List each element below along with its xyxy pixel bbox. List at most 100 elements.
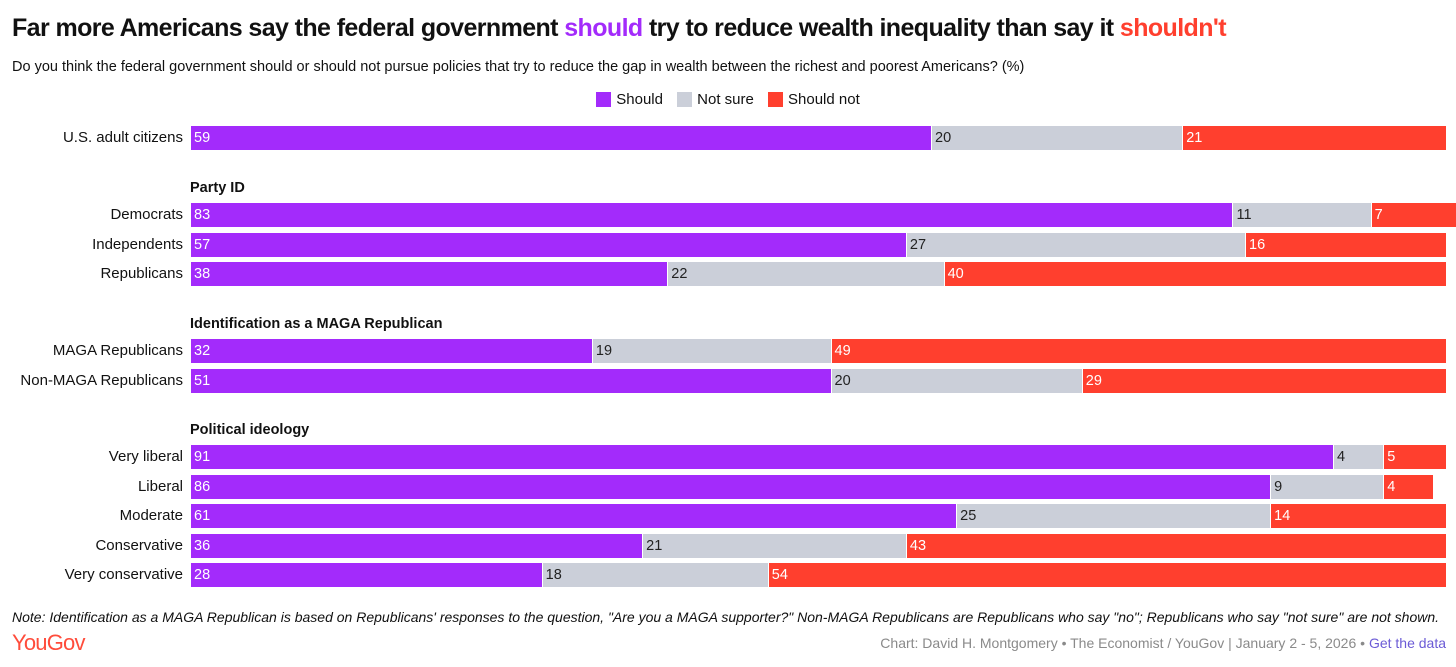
data-label-should: 38 [194, 266, 211, 283]
legend-swatch [677, 92, 693, 107]
row-label: Democrats [110, 206, 183, 223]
bar-should-not [1383, 474, 1434, 499]
bar-should [190, 203, 1233, 227]
data-label-should-not: 29 [1085, 372, 1102, 389]
data-label-should-not: 5 [1387, 449, 1396, 465]
bar-should [190, 445, 1333, 469]
bar-not-sure [667, 262, 944, 287]
row-label: Republicans [100, 265, 183, 283]
chart-subtitle: Do you think the federal government shou… [12, 59, 1025, 75]
row-label: Moderate [119, 507, 183, 525]
data-label-not-sure: 18 [545, 567, 562, 584]
row-label: MAGA Republicans [52, 342, 183, 359]
data-label-should: 59 [194, 130, 211, 146]
legend-swatch [596, 92, 612, 107]
legend-label: Should [616, 91, 663, 108]
data-label-should-not: 21 [1186, 130, 1203, 146]
yougov-logo: YouGov [12, 630, 85, 655]
data-label-should-not: 43 [909, 537, 927, 554]
data-label-should-not: 16 [1249, 236, 1266, 253]
legend-swatch [768, 92, 784, 107]
data-label-should: 83 [194, 207, 211, 223]
bar-should [190, 474, 1271, 499]
data-label-should-not: 54 [771, 567, 788, 584]
legend: Should Not sure Should not [0, 91, 1456, 111]
bar-should-not [1383, 445, 1446, 469]
bar-should-not [1182, 126, 1446, 150]
data-label-should: 91 [194, 449, 211, 465]
bar-should-not [943, 262, 1446, 287]
title-text-2: try to reduce wealth inequality than say… [642, 14, 1120, 42]
bar-should [190, 339, 592, 363]
title-shouldnt: shouldn't [1119, 14, 1227, 42]
data-label-not-sure: 27 [909, 236, 927, 253]
data-label-not-sure: 20 [935, 130, 952, 146]
bar-not-sure [830, 368, 1082, 393]
bar-should [190, 563, 542, 588]
data-label-should: 86 [194, 478, 211, 495]
data-label-not-sure: 4 [1336, 449, 1346, 465]
legend-item-should: Should [596, 91, 663, 108]
bar-not-sure [956, 504, 1271, 529]
credit-text: Chart: David H. Montgomery • The Economi… [880, 635, 1369, 651]
bar-not-sure [1270, 474, 1384, 499]
data-label-should-not: 40 [947, 266, 964, 283]
row-label: Very liberal [108, 448, 183, 465]
bar-should [190, 232, 906, 257]
row-label: Independents [92, 235, 183, 253]
bar-should [190, 533, 643, 558]
data-label-should: 28 [194, 567, 211, 584]
data-label-should-not: 49 [834, 343, 851, 359]
group-header: Identification as a MAGA Republican [190, 316, 443, 332]
bar-not-sure [541, 563, 768, 588]
row-label: Non-MAGA Republicans [20, 371, 183, 389]
legend-item-not-sure: Not sure [677, 91, 754, 108]
bar-should-not [1270, 504, 1446, 529]
group-header: Political ideology [190, 422, 310, 438]
row-label: Conservative [95, 536, 183, 554]
footnote: Note: Identification as a MAGA Republica… [12, 609, 1440, 625]
bar-should-not [767, 563, 1446, 588]
data-label-not-sure: 11 [1236, 207, 1252, 223]
data-label-should: 57 [194, 236, 211, 253]
row-label: Liberal [137, 477, 183, 495]
legend-label: Not sure [697, 91, 754, 108]
credit: Chart: David H. Montgomery • The Economi… [880, 635, 1446, 651]
data-label-should: 51 [194, 372, 211, 389]
bar-should-not [1081, 368, 1446, 393]
row-label: Very conservative [64, 566, 183, 584]
bar-not-sure [591, 339, 831, 363]
group-header: Party ID [190, 180, 245, 196]
bar-should-not [905, 533, 1446, 558]
chart-title: Far more Americans say the federal gover… [12, 14, 1227, 43]
data-label-not-sure: 25 [960, 508, 977, 525]
bar-should-not [1245, 232, 1446, 257]
bar-not-sure [905, 232, 1246, 257]
bar-should [190, 504, 957, 529]
data-label-should-not: 7 [1374, 207, 1383, 223]
data-label-not-sure: 22 [671, 266, 688, 283]
data-label-should-not: 4 [1387, 478, 1396, 495]
data-label-not-sure: 19 [595, 343, 613, 359]
data-label-should: 36 [194, 537, 211, 554]
bar-should [190, 368, 831, 393]
data-label-not-sure: 9 [1274, 478, 1283, 495]
bar-should [190, 262, 668, 287]
bar-not-sure [642, 533, 906, 558]
data-label-not-sure: 21 [646, 537, 663, 554]
bar-not-sure [931, 126, 1183, 150]
row-label: U.S. adult citizens [62, 129, 183, 146]
bar-should [190, 126, 932, 150]
bar-not-sure [1232, 203, 1371, 227]
bar-not-sure [1332, 445, 1384, 469]
legend-item-should-not: Should not [768, 91, 860, 108]
get-data-link[interactable]: Get the data [1368, 635, 1446, 651]
data-label-should: 61 [194, 508, 211, 525]
legend-label: Should not [788, 91, 860, 108]
data-label-should-not: 14 [1274, 508, 1291, 525]
data-label-not-sure: 20 [834, 372, 851, 389]
bar-should-not [1370, 203, 1456, 227]
title-should: should [564, 14, 643, 42]
data-label-should: 32 [194, 343, 211, 359]
